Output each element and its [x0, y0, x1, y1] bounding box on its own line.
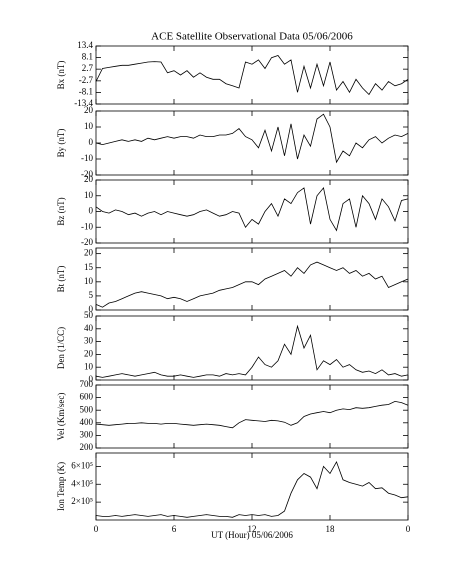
- y-axis-label: Vel (Km/sec): [56, 393, 66, 441]
- y-tick-label: 600: [80, 392, 94, 402]
- y-tick-label: -20: [81, 237, 93, 247]
- y-tick-label: 10: [84, 190, 94, 200]
- y-tick-label: 400: [80, 417, 94, 427]
- y-tick-label: 10: [84, 276, 94, 286]
- x-tick-label: 12: [248, 524, 257, 534]
- y-tick-label: 20: [84, 174, 94, 184]
- data-line: [95, 460, 409, 518]
- y-tick-label: 0: [89, 137, 94, 147]
- y-tick-label: 20: [84, 248, 94, 258]
- y-axis-label: Bt (nT): [56, 266, 66, 293]
- y-tick-label: 0: [89, 374, 94, 384]
- y-tick-label: 20: [84, 348, 94, 358]
- panel-frame: [95, 110, 409, 176]
- figure-title: ACE Satellite Observational Data 05/06/2…: [151, 31, 353, 43]
- y-tick-label: -2.7: [79, 75, 94, 85]
- x-axis-label: UT (Hour) 05/06/2006: [211, 530, 293, 540]
- y-tick-label: 30: [84, 336, 94, 346]
- data-line: [95, 324, 409, 378]
- y-tick-label: 15: [84, 262, 94, 272]
- y-tick-label: 20: [84, 105, 94, 115]
- y-axis-label: Bz (nT): [56, 197, 66, 225]
- y-tick-label: 500: [80, 404, 94, 414]
- y-tick-label: 2.7: [82, 63, 94, 73]
- data-line: [95, 113, 409, 164]
- y-axis-label: By (nT): [56, 129, 66, 158]
- y-tick-label: -20: [81, 169, 93, 179]
- y-tick-label: 40: [84, 323, 94, 333]
- panel-frame: [95, 384, 409, 449]
- panel-frame: [95, 45, 409, 105]
- y-tick-label: 2×10⁵: [71, 496, 93, 506]
- x-tick-label: 0: [406, 524, 411, 534]
- data-line: [95, 261, 409, 308]
- y-tick-label: 8.1: [82, 52, 93, 62]
- panel-frame: [95, 247, 409, 311]
- x-tick-label: 0: [94, 524, 99, 534]
- y-tick-label: 200: [80, 442, 94, 452]
- panel-frame: [95, 315, 409, 381]
- data-line: [95, 186, 409, 232]
- y-tick-label: 13.4: [77, 40, 93, 50]
- x-tick-label: 6: [172, 524, 177, 534]
- y-tick-label: 700: [80, 379, 94, 389]
- panel-frame: [95, 179, 409, 244]
- y-tick-label: -8.1: [79, 87, 93, 97]
- y-axis-label: Bx (nT): [56, 61, 66, 90]
- y-tick-label: 300: [80, 429, 94, 439]
- y-tick-label: 5: [89, 290, 94, 300]
- y-axis-label: Ion Temp (K): [56, 462, 66, 511]
- y-tick-label: -10: [81, 153, 93, 163]
- y-tick-label: -13.4: [74, 98, 93, 108]
- data-line: [95, 400, 409, 429]
- y-axis-label: Den (1/CC): [56, 327, 66, 369]
- y-tick-label: 50: [84, 310, 94, 320]
- y-tick-label: 4×10⁵: [71, 478, 93, 488]
- y-tick-label: 10: [84, 361, 94, 371]
- panel-frame: [95, 452, 409, 521]
- y-tick-label: -10: [81, 221, 93, 231]
- y-tick-label: 0: [89, 304, 94, 314]
- y-tick-label: 0: [89, 206, 94, 216]
- y-tick-label: 10: [84, 121, 94, 131]
- y-tick-label: 6×10⁵: [71, 460, 93, 470]
- x-tick-label: 18: [326, 524, 336, 534]
- data-line: [95, 55, 409, 96]
